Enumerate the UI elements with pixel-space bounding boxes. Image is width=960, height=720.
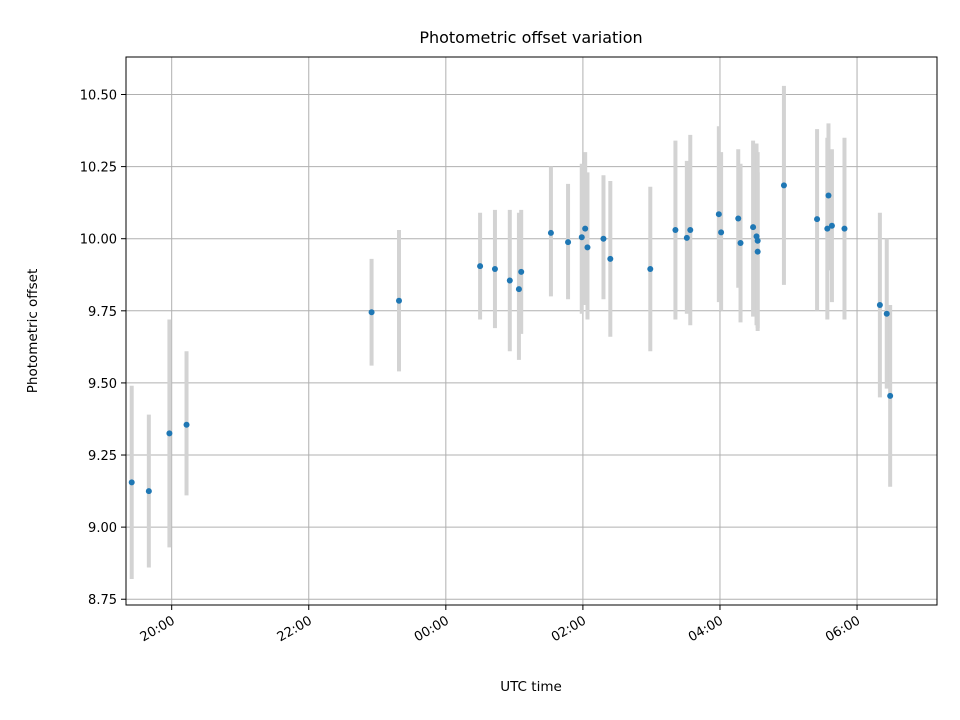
x-tick-label: 06:00 bbox=[823, 613, 863, 645]
x-axis-label: UTC time bbox=[500, 679, 562, 695]
x-axis-ticks: 20:00 22:00 00:00 02:00 04:00 06:00 bbox=[138, 605, 863, 645]
data-point bbox=[477, 263, 484, 270]
y-tick-label: 8.75 bbox=[88, 593, 117, 608]
data-point bbox=[750, 224, 757, 231]
data-point bbox=[754, 248, 761, 255]
data-point bbox=[780, 182, 787, 189]
data-point bbox=[754, 237, 761, 244]
y-axis-ticks: 8.75 9.00 9.25 9.50 9.75 10.00 10.25 10.50 bbox=[80, 88, 126, 608]
x-tick-label: 04:00 bbox=[686, 613, 726, 645]
y-tick-label: 9.25 bbox=[88, 449, 117, 464]
data-point bbox=[518, 268, 525, 275]
data-point bbox=[814, 216, 821, 223]
data-point bbox=[565, 239, 572, 246]
y-axis-label: Photometric offset bbox=[25, 269, 41, 393]
chart-title: Photometric offset variation bbox=[419, 28, 642, 47]
data-points bbox=[128, 182, 894, 495]
grid-lines bbox=[126, 57, 937, 605]
data-point bbox=[584, 244, 591, 251]
x-tick-label: 20:00 bbox=[138, 613, 178, 645]
data-point bbox=[515, 286, 522, 293]
data-point bbox=[647, 265, 654, 272]
y-tick-label: 9.00 bbox=[88, 521, 117, 536]
data-point bbox=[128, 479, 135, 486]
data-point bbox=[491, 265, 498, 272]
data-point bbox=[395, 297, 402, 304]
data-point bbox=[825, 192, 832, 199]
data-point bbox=[607, 255, 614, 262]
data-point bbox=[883, 310, 890, 317]
data-point bbox=[841, 225, 848, 232]
data-point bbox=[683, 234, 690, 241]
x-tick-label: 22:00 bbox=[275, 613, 315, 645]
y-tick-label: 10.25 bbox=[80, 161, 117, 176]
data-point bbox=[506, 277, 513, 284]
data-point bbox=[183, 421, 190, 428]
data-point bbox=[687, 227, 694, 234]
data-point bbox=[876, 302, 883, 309]
y-tick-label: 10.00 bbox=[80, 233, 117, 248]
data-point bbox=[672, 227, 679, 234]
data-point bbox=[600, 235, 607, 242]
data-point bbox=[582, 225, 589, 232]
data-point bbox=[737, 240, 744, 247]
data-point bbox=[145, 488, 152, 495]
error-bars bbox=[129, 85, 893, 580]
data-point bbox=[828, 222, 835, 229]
data-point bbox=[715, 211, 722, 218]
y-tick-label: 10.50 bbox=[80, 88, 117, 103]
data-point bbox=[887, 392, 894, 399]
data-point bbox=[718, 229, 725, 236]
data-point bbox=[368, 309, 375, 316]
x-tick-label: 00:00 bbox=[412, 613, 452, 645]
y-tick-label: 9.50 bbox=[88, 377, 117, 392]
y-tick-label: 9.75 bbox=[88, 305, 117, 320]
data-point bbox=[166, 430, 173, 437]
plot-frame bbox=[125, 56, 938, 606]
data-point bbox=[735, 215, 742, 222]
x-tick-label: 02:00 bbox=[549, 613, 589, 645]
data-point bbox=[824, 225, 831, 232]
data-point bbox=[547, 229, 554, 236]
data-point bbox=[578, 234, 585, 241]
